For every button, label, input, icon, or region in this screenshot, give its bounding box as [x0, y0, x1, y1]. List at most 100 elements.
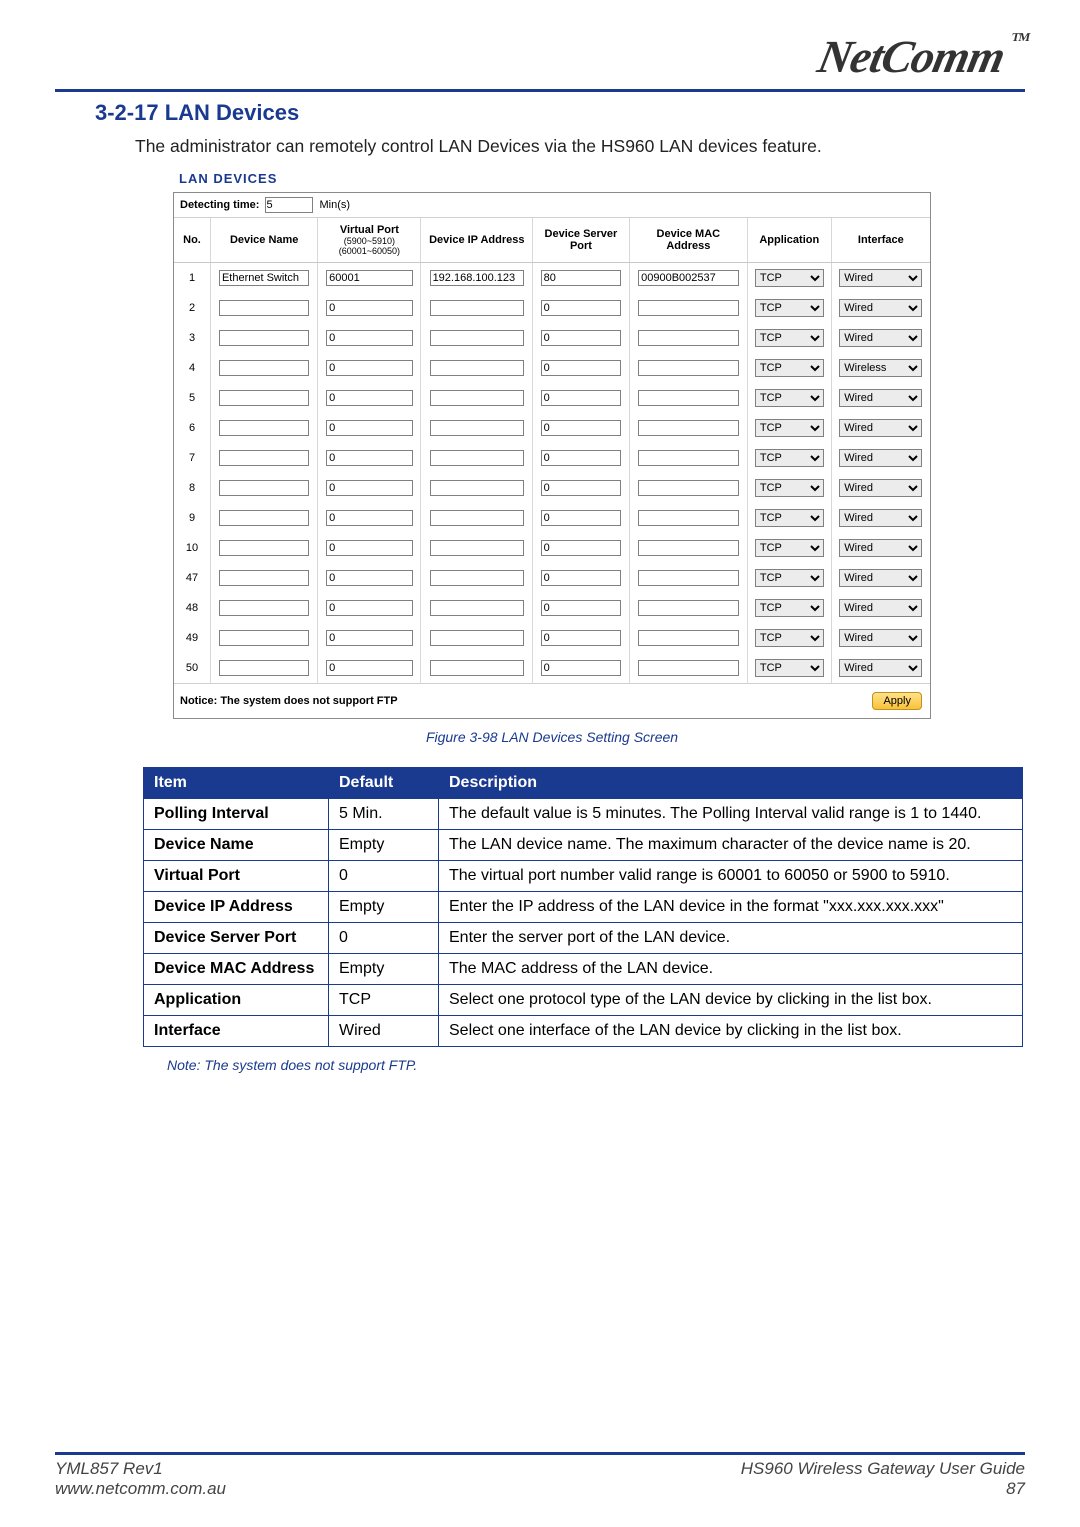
application-select[interactable]: TCP [755, 359, 824, 377]
mac-address-input[interactable] [638, 600, 738, 616]
mac-address-input[interactable] [638, 540, 738, 556]
device-name-input[interactable] [219, 600, 310, 616]
mac-address-input[interactable] [638, 480, 738, 496]
device-name-input[interactable] [219, 300, 310, 316]
interface-select[interactable]: WiredWireless [839, 569, 922, 587]
application-select[interactable]: TCP [755, 509, 824, 527]
application-select[interactable]: TCP [755, 329, 824, 347]
server-port-input[interactable] [541, 570, 622, 586]
mac-address-input[interactable] [638, 510, 738, 526]
ip-address-input[interactable] [430, 450, 524, 466]
mac-address-input[interactable] [638, 300, 738, 316]
server-port-input[interactable] [541, 510, 622, 526]
device-name-input[interactable] [219, 660, 310, 676]
virtual-port-input[interactable] [326, 570, 413, 586]
server-port-input[interactable] [541, 540, 622, 556]
server-port-input[interactable] [541, 450, 622, 466]
ip-address-input[interactable] [430, 420, 524, 436]
application-select[interactable]: TCP [755, 449, 824, 467]
ip-address-input[interactable] [430, 660, 524, 676]
virtual-port-input[interactable] [326, 510, 413, 526]
application-select[interactable]: TCP [755, 299, 824, 317]
virtual-port-input[interactable] [326, 660, 413, 676]
device-name-input[interactable] [219, 570, 310, 586]
ip-address-input[interactable] [430, 480, 524, 496]
ip-address-input[interactable] [430, 570, 524, 586]
mac-address-input[interactable] [638, 330, 738, 346]
mac-address-input[interactable] [638, 570, 738, 586]
interface-select[interactable]: WiredWireless [839, 419, 922, 437]
mac-address-input[interactable] [638, 420, 738, 436]
ip-address-input[interactable] [430, 510, 524, 526]
device-name-input[interactable] [219, 270, 310, 286]
virtual-port-input[interactable] [326, 630, 413, 646]
server-port-input[interactable] [541, 300, 622, 316]
device-name-input[interactable] [219, 450, 310, 466]
device-name-input[interactable] [219, 360, 310, 376]
ip-address-input[interactable] [430, 600, 524, 616]
interface-select[interactable]: WiredWireless [839, 329, 922, 347]
ip-address-input[interactable] [430, 360, 524, 376]
interface-select[interactable]: WiredWireless [839, 629, 922, 647]
interface-select[interactable]: WiredWireless [839, 599, 922, 617]
application-select[interactable]: TCP [755, 269, 824, 287]
virtual-port-input[interactable] [326, 300, 413, 316]
ip-address-input[interactable] [430, 270, 524, 286]
device-name-input[interactable] [219, 540, 310, 556]
mac-address-input[interactable] [638, 270, 738, 286]
ip-address-input[interactable] [430, 390, 524, 406]
application-select[interactable]: TCP [755, 629, 824, 647]
server-port-input[interactable] [541, 390, 622, 406]
interface-select[interactable]: WiredWireless [839, 659, 922, 677]
interface-select[interactable]: WiredWireless [839, 539, 922, 557]
apply-button[interactable]: Apply [872, 692, 922, 710]
interface-select[interactable]: WiredWireless [839, 359, 922, 377]
device-name-input[interactable] [219, 420, 310, 436]
device-name-input[interactable] [219, 480, 310, 496]
virtual-port-input[interactable] [326, 600, 413, 616]
server-port-input[interactable] [541, 360, 622, 376]
application-select[interactable]: TCP [755, 479, 824, 497]
device-name-input[interactable] [219, 390, 310, 406]
application-select[interactable]: TCP [755, 539, 824, 557]
server-port-input[interactable] [541, 420, 622, 436]
interface-select[interactable]: WiredWireless [839, 509, 922, 527]
server-port-input[interactable] [541, 600, 622, 616]
virtual-port-input[interactable] [326, 540, 413, 556]
application-select[interactable]: TCP [755, 599, 824, 617]
device-name-input[interactable] [219, 330, 310, 346]
virtual-port-input[interactable] [326, 390, 413, 406]
interface-select[interactable]: WiredWireless [839, 299, 922, 317]
mac-address-input[interactable] [638, 630, 738, 646]
interface-select[interactable]: WiredWireless [839, 479, 922, 497]
application-select[interactable]: TCP [755, 389, 824, 407]
interface-select[interactable]: WiredWireless [839, 389, 922, 407]
server-port-input[interactable] [541, 630, 622, 646]
virtual-port-input[interactable] [326, 270, 413, 286]
virtual-port-input[interactable] [326, 450, 413, 466]
ip-address-input[interactable] [430, 300, 524, 316]
mac-address-input[interactable] [638, 360, 738, 376]
interface-select[interactable]: WiredWireless [839, 269, 922, 287]
ip-address-input[interactable] [430, 330, 524, 346]
ip-address-input[interactable] [430, 540, 524, 556]
application-select[interactable]: TCP [755, 659, 824, 677]
virtual-port-input[interactable] [326, 360, 413, 376]
device-name-input[interactable] [219, 510, 310, 526]
device-name-input[interactable] [219, 630, 310, 646]
virtual-port-input[interactable] [326, 420, 413, 436]
server-port-input[interactable] [541, 270, 622, 286]
server-port-input[interactable] [541, 660, 622, 676]
server-port-input[interactable] [541, 480, 622, 496]
detecting-time-input[interactable] [265, 197, 313, 213]
mac-address-input[interactable] [638, 660, 738, 676]
mac-address-input[interactable] [638, 450, 738, 466]
application-select[interactable]: TCP [755, 419, 824, 437]
application-select[interactable]: TCP [755, 569, 824, 587]
ip-address-input[interactable] [430, 630, 524, 646]
virtual-port-input[interactable] [326, 330, 413, 346]
server-port-input[interactable] [541, 330, 622, 346]
mac-address-input[interactable] [638, 390, 738, 406]
interface-select[interactable]: WiredWireless [839, 449, 922, 467]
virtual-port-input[interactable] [326, 480, 413, 496]
